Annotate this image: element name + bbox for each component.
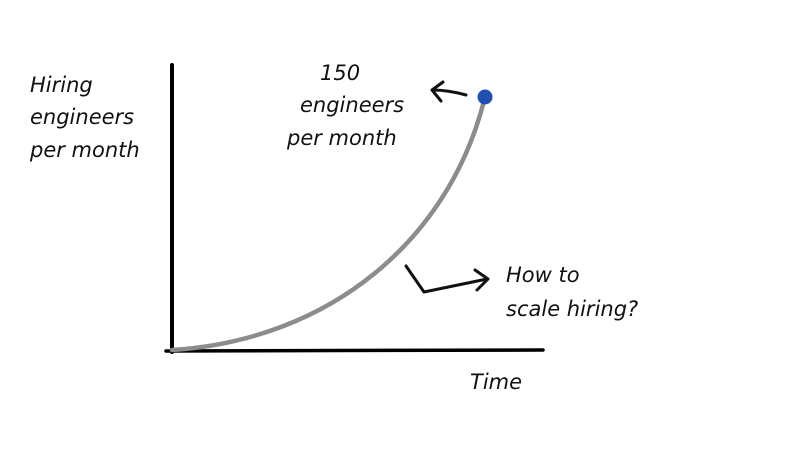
peak-annotation-line-3: per month: [286, 126, 397, 150]
arrow-left-icon: [430, 80, 468, 103]
growth-curve: [169, 94, 488, 353]
x-axis-label: Time: [470, 370, 522, 394]
y-axis-label-line-2: engineers: [30, 105, 134, 129]
peak-annotation-line-1: 150: [320, 61, 360, 85]
y-axis-label-line-3: per month: [29, 138, 140, 162]
x-axis: [164, 348, 545, 353]
peak-annotation-line-2: engineers: [300, 93, 404, 117]
y-axis-label-line-1: Hiring: [30, 73, 93, 97]
arrow-bent-right-icon: [404, 264, 490, 294]
question-annotation-line-2: scale hiring?: [506, 297, 638, 321]
peak-point: [477, 89, 493, 105]
question-annotation-line-1: How to: [506, 263, 580, 287]
